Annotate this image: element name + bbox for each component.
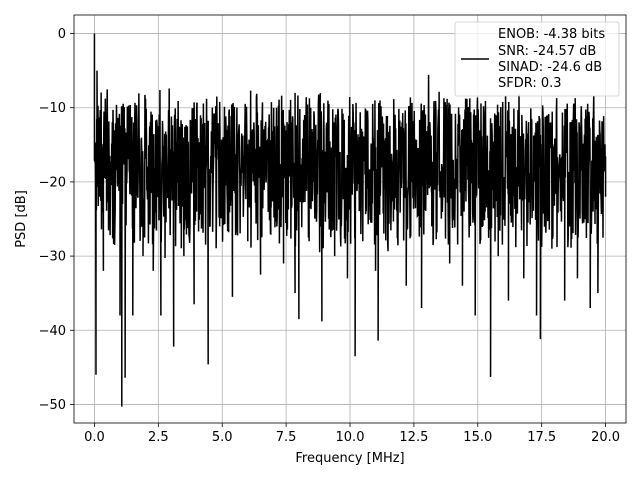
legend: ENOB: -4.38 bits SNR: -24.57 dB SINAD: -… [454,21,620,97]
x-tick-label: 20.0 [591,430,620,445]
x-tick-label: 17.5 [527,430,556,445]
y-tick-label: −50 [39,398,66,413]
x-tick-label: 2.5 [148,430,169,445]
x-tick-label: 0.0 [84,430,105,445]
y-tick-label: −40 [39,324,66,339]
y-tick-label: −20 [39,175,66,190]
y-tick-label: −30 [39,250,66,265]
x-tick-label: 10.0 [336,430,365,445]
series-layer [93,33,607,407]
psd-series-line [93,33,607,407]
y-tick-label: 0 [58,27,66,42]
axis-ticks: 0.0 2.5 5.0 7.5 10.0 12.5 15.0 17.5 20.0 0 −10 −20 −… [39,27,620,445]
y-tick-label: −10 [39,101,66,116]
x-axis-label: Frequency [MHz] [295,451,404,466]
legend-box [454,21,620,97]
x-tick-label: 12.5 [399,430,428,445]
legend-entry-snr: SNR: -24.57 dB [498,44,596,59]
x-tick-label: 5.0 [212,430,233,445]
legend-entry-sfdr: SFDR: 0.3 [498,76,562,91]
legend-entry-sinad: SINAD: -24.6 dB [498,60,602,75]
x-tick-label: 15.0 [463,430,492,445]
x-tick-label: 7.5 [276,430,297,445]
legend-entry-enob: ENOB: -4.38 bits [498,27,605,42]
y-axis-label: PSD [dB] [14,190,29,248]
